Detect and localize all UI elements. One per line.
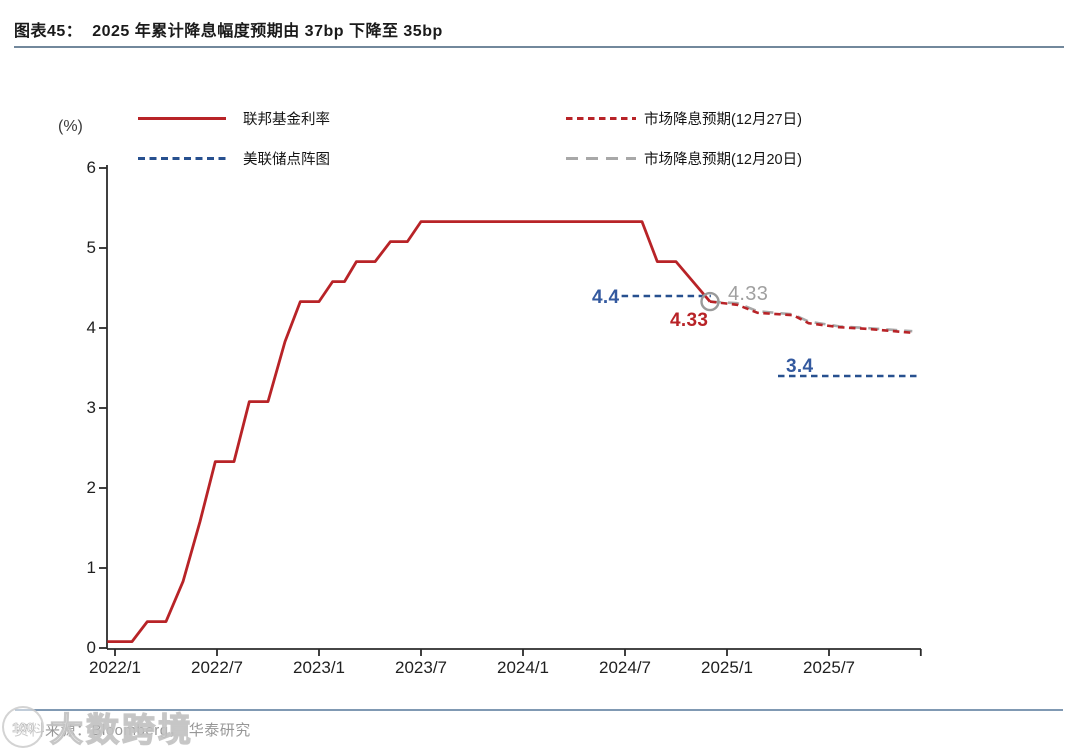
x-tick-label: 2025/1 <box>701 658 753 677</box>
legend-item-market-expectation-dec20: 市场降息预期(12月20日) <box>566 148 802 169</box>
dot-plot-2024-label: 4.4 <box>592 287 620 308</box>
red-dashed-line-swatch-icon <box>566 117 636 120</box>
legend-label: 市场降息预期(12月27日) <box>644 112 802 128</box>
y-tick-label: 0 <box>86 638 96 657</box>
source-note: 资料来源：Bloomberg， 华泰研究 <box>14 722 251 739</box>
blue-dashed-line-swatch-icon <box>138 157 226 160</box>
market-dec20-value-label: 4.33 <box>728 283 769 305</box>
fed-rate-current-value-label: 4.33 <box>670 310 709 331</box>
legend-label: 联邦基金利率 <box>243 112 330 128</box>
y-tick-label: 2 <box>86 478 96 497</box>
x-tick-label: 2025/7 <box>803 658 855 677</box>
x-tick-label: 2022/7 <box>191 658 243 677</box>
figure-title: 图表45： 2025 年累计降息幅度预期由 37bp 下降至 35bp <box>14 23 443 40</box>
x-tick-label: 2023/7 <box>395 658 447 677</box>
legend-item-fed-funds-rate: 联邦基金利率 <box>138 108 330 129</box>
x-tick-label: 2023/1 <box>293 658 345 677</box>
solid-red-line-swatch-icon <box>138 117 226 120</box>
y-tick-label: 3 <box>86 398 96 417</box>
dot-plot-2025-label: 3.4 <box>786 356 814 377</box>
y-tick-label: 1 <box>86 558 96 577</box>
gray-dashed-line-swatch-icon <box>566 157 636 160</box>
watermark: 100 大数跨境 <box>2 703 194 751</box>
x-tick-label: 2024/7 <box>599 658 651 677</box>
watermark-logo-icon: 100 <box>2 706 44 748</box>
legend-item-market-expectation-dec27: 市场降息预期(12月27日) <box>566 108 802 129</box>
legend-item-fed-dot-plot: 美联储点阵图 <box>138 148 330 169</box>
y-axis-unit: (%) <box>58 118 83 135</box>
x-tick-label: 2022/1 <box>89 658 141 677</box>
legend-label: 市场降息预期(12月20日) <box>644 152 802 168</box>
y-tick-label: 5 <box>86 238 96 257</box>
x-tick-label: 2024/1 <box>497 658 549 677</box>
y-tick-label: 6 <box>86 158 96 177</box>
legend-label: 美联储点阵图 <box>243 152 330 168</box>
y-tick-label: 4 <box>86 318 96 337</box>
title-underline <box>14 46 1064 48</box>
watermark-text: 大数跨境 <box>49 710 194 748</box>
footer-divider <box>15 709 1063 711</box>
